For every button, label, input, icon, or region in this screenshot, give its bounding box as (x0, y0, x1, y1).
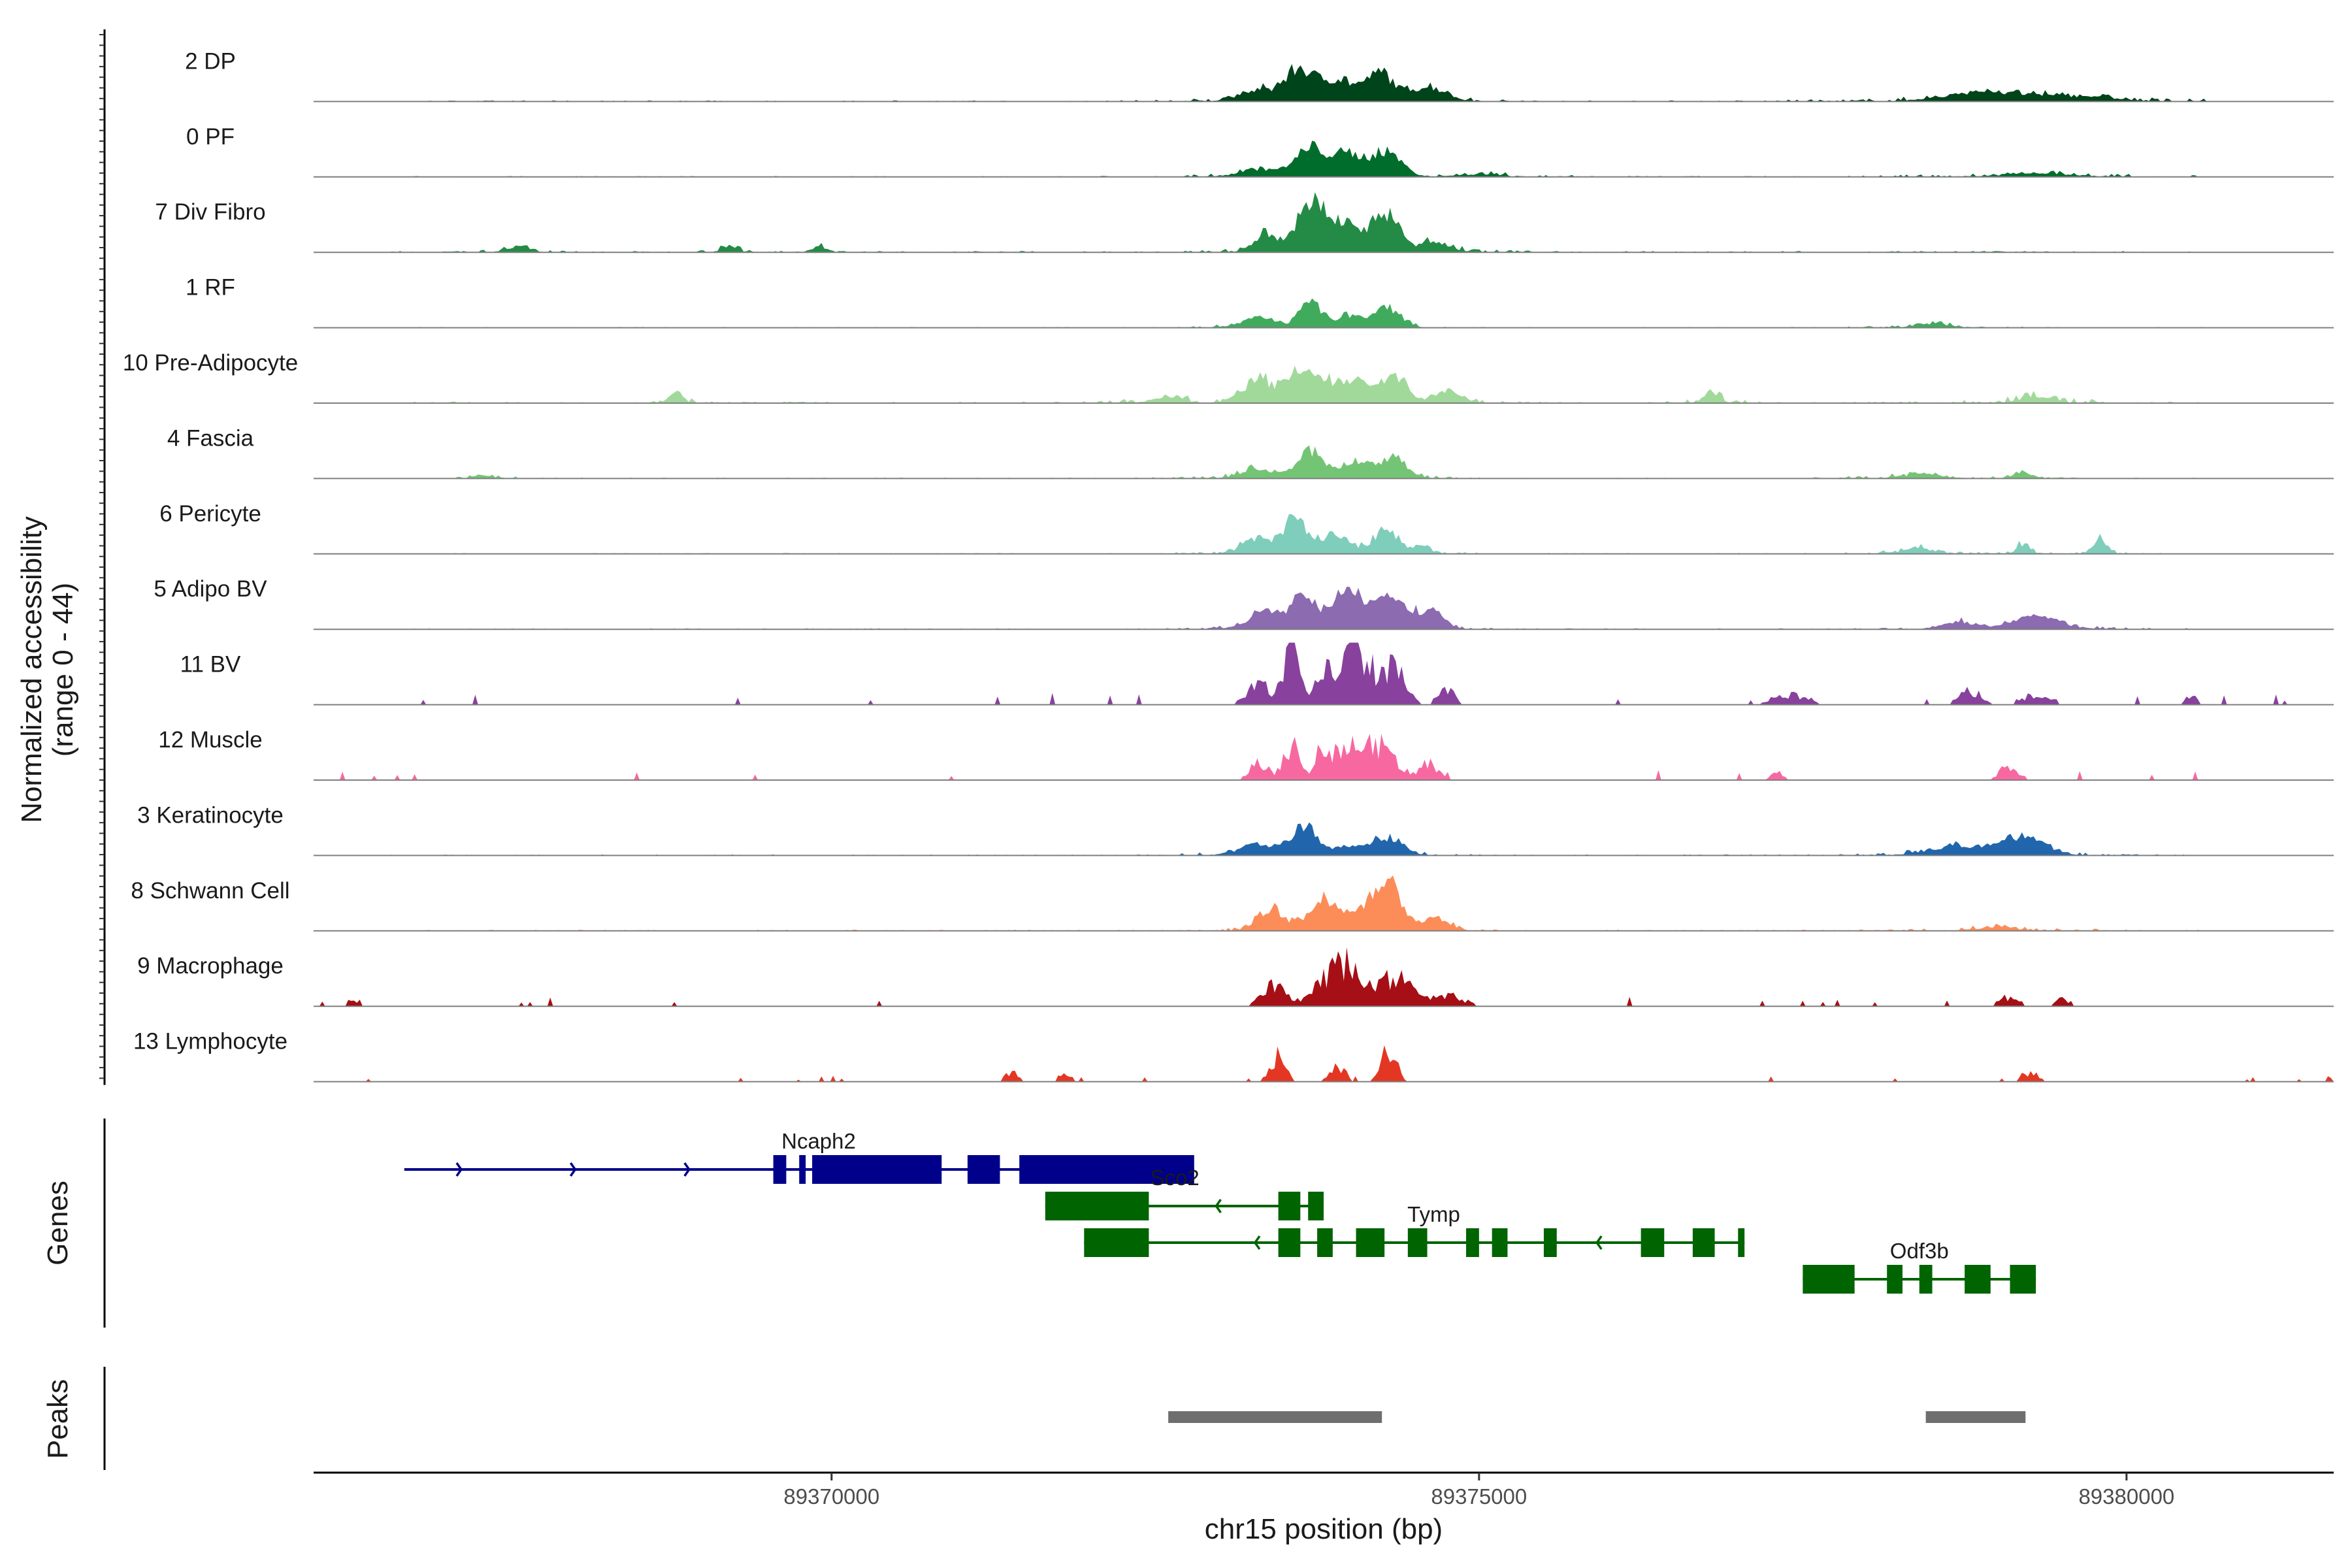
track-13: 13 Lymphocyte (133, 1029, 2334, 1083)
track-label: 2 DP (185, 48, 236, 74)
track-label: 10 Pre-Adipocyte (123, 350, 298, 376)
track-label: 8 Schwann Cell (131, 878, 289, 904)
track-9: 12 Muscle (158, 727, 2334, 781)
gene-exon (1308, 1192, 1324, 1220)
track-signal (314, 822, 2334, 856)
gene-strand-arrow (1253, 1235, 1261, 1250)
track-signal (314, 192, 2334, 253)
x-axis-tick-label: 89375000 (1431, 1484, 1527, 1509)
coverage-tracks: 2 DP 0 PF 7 Div Fibro 1 RF 10 Pre-Adipocyte 4… (123, 48, 2334, 1083)
peaks-panel: Peaks (42, 1367, 2026, 1470)
track-2: 7 Div Fibro (155, 192, 2334, 253)
gene-exon (1543, 1228, 1557, 1257)
gene-exon (1407, 1228, 1428, 1257)
track-label: 7 Div Fibro (155, 199, 265, 225)
track-1: 0 PF (186, 124, 2334, 178)
gene-label: Ncaph2 (781, 1129, 856, 1153)
track-label: 9 Macrophage (137, 953, 284, 979)
track-label: 6 Pericyte (159, 501, 261, 527)
track-6: 6 Pericyte (159, 501, 2334, 555)
gene-strand-arrow (683, 1162, 691, 1177)
gene-exon (1045, 1192, 1149, 1220)
gene-exon (1466, 1228, 1479, 1257)
gene-label: Tymp (1407, 1202, 1460, 1226)
track-8: 11 BV (180, 642, 2334, 706)
track-3: 1 RF (186, 275, 2334, 329)
x-axis: 89370000 89375000 89380000 chr15 position … (314, 1471, 2334, 1545)
gene-strand-arrow (569, 1162, 577, 1177)
gene-strand-arrow (1595, 1235, 1603, 1250)
gene-exon (1084, 1228, 1149, 1257)
track-signal (314, 875, 2334, 931)
gene-exon (799, 1155, 806, 1184)
gene-exon (1356, 1228, 1385, 1257)
gene-odf3b: Odf3b (1803, 1239, 2036, 1294)
track-signal (314, 365, 2334, 403)
gene-exon (1278, 1228, 1301, 1257)
gene-exon (2010, 1265, 2036, 1294)
track-signal (314, 734, 2334, 780)
gene-exon (773, 1155, 787, 1184)
gene-ncaph2: Ncaph2 (404, 1129, 1194, 1184)
track-signal (314, 298, 2334, 328)
track-signal (314, 947, 2334, 1007)
x-axis-tick-label: 89380000 (2078, 1484, 2174, 1509)
gene-exon (1738, 1228, 1745, 1257)
track-10: 3 Keratinocyte (137, 802, 2334, 857)
gene-label: Sco2 (1150, 1166, 1199, 1190)
gene-sco2: Sco2 (1045, 1166, 1324, 1220)
peaks-panel-label: Peaks (42, 1379, 74, 1459)
track-label: 11 BV (180, 652, 241, 678)
gene-exon (1919, 1265, 1933, 1294)
gene-exon (1965, 1265, 1991, 1294)
gene-tymp: Tymp (1084, 1202, 1745, 1257)
gene-exon (967, 1155, 1000, 1184)
gene-exon (812, 1155, 942, 1184)
gene-strand-arrow (1215, 1198, 1222, 1214)
track-12: 9 Macrophage (137, 947, 2334, 1007)
track-label: 0 PF (186, 124, 235, 150)
peak-region (1925, 1411, 2026, 1423)
gene-exon (1019, 1155, 1194, 1184)
track-7: 5 Adipo BV (154, 576, 2334, 630)
track-label: 3 Keratinocyte (137, 802, 284, 828)
gene-exon (1803, 1265, 1855, 1294)
track-signal (314, 587, 2334, 630)
y-axis-title-line2: (range 0 - 44) (47, 583, 79, 757)
genes-panel: Genes Ncaph2 Sco2 Tymp Odf3b (42, 1119, 2036, 1328)
gene-exon (1641, 1228, 1665, 1257)
y-axis-title-line1: Normalized accessibility (16, 516, 48, 823)
gene-exon (1692, 1228, 1715, 1257)
peak-region (1168, 1411, 1382, 1423)
track-signal (314, 64, 2334, 102)
track-label: 1 RF (186, 275, 235, 301)
gene-exon (1887, 1265, 1903, 1294)
genes-panel-label: Genes (42, 1181, 74, 1266)
track-label: 12 Muscle (158, 727, 263, 753)
gene-strand-arrow (455, 1162, 463, 1177)
y-axis: Normalized accessibility (range 0 - 44) (16, 29, 106, 1085)
track-0: 2 DP (185, 48, 2334, 103)
track-signal (314, 642, 2334, 705)
track-signal (314, 140, 2334, 177)
x-axis-title: chr15 position (bp) (1205, 1513, 1443, 1545)
track-signal (314, 445, 2334, 479)
track-signal (314, 514, 2334, 554)
track-label: 5 Adipo BV (154, 576, 267, 602)
track-4: 10 Pre-Adipocyte (123, 350, 2334, 404)
gene-exon (1278, 1192, 1301, 1220)
x-axis-tick-label: 89370000 (783, 1484, 879, 1509)
track-signal (314, 1045, 2334, 1082)
track-label: 4 Fascia (167, 425, 254, 451)
track-11: 8 Schwann Cell (131, 875, 2334, 932)
track-5: 4 Fascia (167, 425, 2334, 480)
gene-label: Odf3b (1890, 1239, 1949, 1263)
track-label: 13 Lymphocyte (133, 1029, 287, 1054)
gene-exon (1492, 1228, 1508, 1257)
gene-exon (1317, 1228, 1333, 1257)
